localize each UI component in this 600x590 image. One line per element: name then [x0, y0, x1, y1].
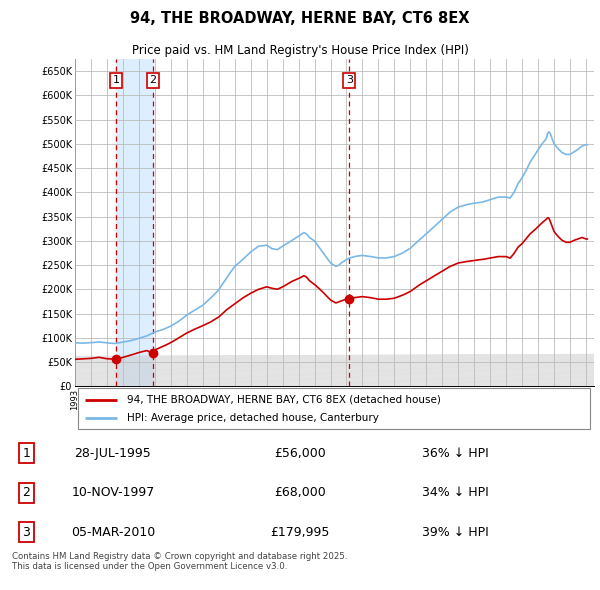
Text: 94, THE BROADWAY, HERNE BAY, CT6 8EX (detached house): 94, THE BROADWAY, HERNE BAY, CT6 8EX (de… — [127, 395, 441, 405]
Bar — [116, 59, 152, 386]
Text: 28-JUL-1995: 28-JUL-1995 — [74, 447, 151, 460]
Text: £68,000: £68,000 — [274, 486, 326, 499]
FancyBboxPatch shape — [77, 388, 590, 429]
Text: Price paid vs. HM Land Registry's House Price Index (HPI): Price paid vs. HM Land Registry's House … — [131, 44, 469, 57]
Text: 2: 2 — [149, 76, 156, 86]
Text: 10-NOV-1997: 10-NOV-1997 — [71, 486, 154, 499]
Text: Contains HM Land Registry data © Crown copyright and database right 2025.
This d: Contains HM Land Registry data © Crown c… — [12, 552, 347, 571]
Text: 1: 1 — [22, 447, 31, 460]
Text: 05-MAR-2010: 05-MAR-2010 — [71, 526, 155, 539]
Text: 3: 3 — [22, 526, 31, 539]
Text: 36% ↓ HPI: 36% ↓ HPI — [422, 447, 489, 460]
Text: 1: 1 — [113, 76, 119, 86]
Text: 3: 3 — [346, 76, 353, 86]
Text: £56,000: £56,000 — [274, 447, 326, 460]
Text: 39% ↓ HPI: 39% ↓ HPI — [422, 526, 489, 539]
Text: HPI: Average price, detached house, Canterbury: HPI: Average price, detached house, Cant… — [127, 414, 379, 423]
Text: £179,995: £179,995 — [271, 526, 329, 539]
Text: 2: 2 — [22, 486, 31, 499]
Text: 94, THE BROADWAY, HERNE BAY, CT6 8EX: 94, THE BROADWAY, HERNE BAY, CT6 8EX — [130, 11, 470, 26]
Bar — [349, 59, 594, 386]
Text: 34% ↓ HPI: 34% ↓ HPI — [422, 486, 489, 499]
